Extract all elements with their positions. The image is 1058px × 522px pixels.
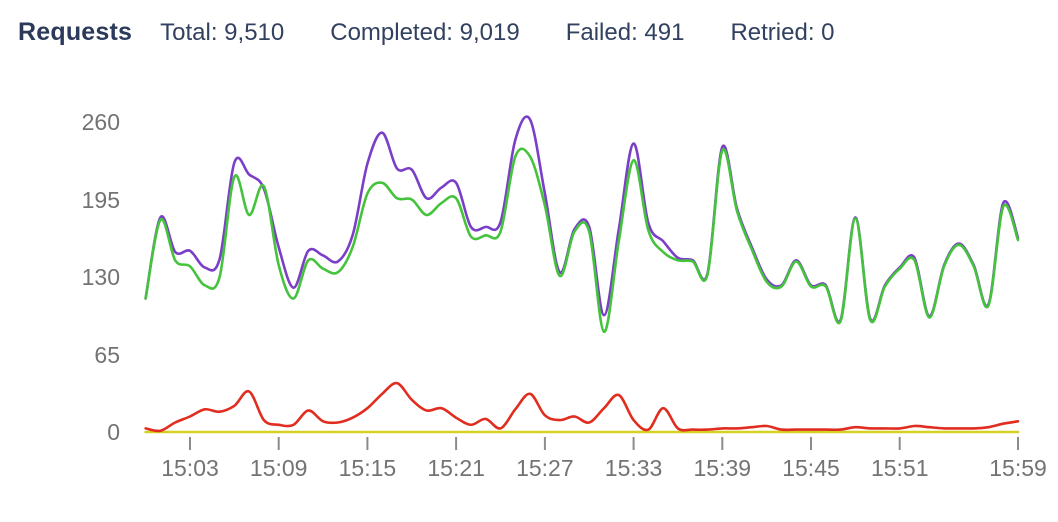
- x-axis-tick-label: 15:03: [161, 455, 219, 481]
- total-series-line: [144, 115, 1020, 324]
- y-axis-tick-label: 65: [94, 341, 120, 368]
- x-axis-tick-label: 15:21: [427, 455, 485, 481]
- x-axis-tick-label: 15:33: [604, 455, 663, 481]
- completed-series-line: [144, 147, 1020, 334]
- y-axis-tick-label: 0: [107, 419, 120, 445]
- stat-total: Total: 9,510: [160, 19, 285, 46]
- x-axis-tick-label: 15:39: [693, 455, 752, 481]
- stat-completed: Completed: 9,019: [330, 19, 520, 46]
- x-axis-tick-label: 15:09: [249, 455, 308, 481]
- x-axis-tick-label: 15:59: [989, 455, 1047, 481]
- stat-failed: Failed: 491: [565, 19, 685, 46]
- y-axis-tick-label: 130: [81, 264, 120, 290]
- x-axis-tick-label: 15:27: [516, 455, 574, 481]
- failed-series-line: [144, 381, 1020, 433]
- page-title: Requests: [18, 18, 133, 46]
- x-axis-tick-label: 15:51: [870, 455, 929, 481]
- y-axis-tick-label: 195: [81, 186, 120, 213]
- y-axis-tick-label: 260: [81, 109, 120, 135]
- x-axis-tick-marks: [189, 437, 1019, 450]
- stat-retried: Retried: 0: [730, 19, 835, 46]
- x-axis-tick-label: 15:15: [338, 455, 397, 481]
- x-axis-tick-label: 15:45: [782, 455, 840, 481]
- header: Requests Total: 9,510 Completed: 9,019 F…: [18, 18, 1048, 47]
- series-lines: [144, 115, 1020, 434]
